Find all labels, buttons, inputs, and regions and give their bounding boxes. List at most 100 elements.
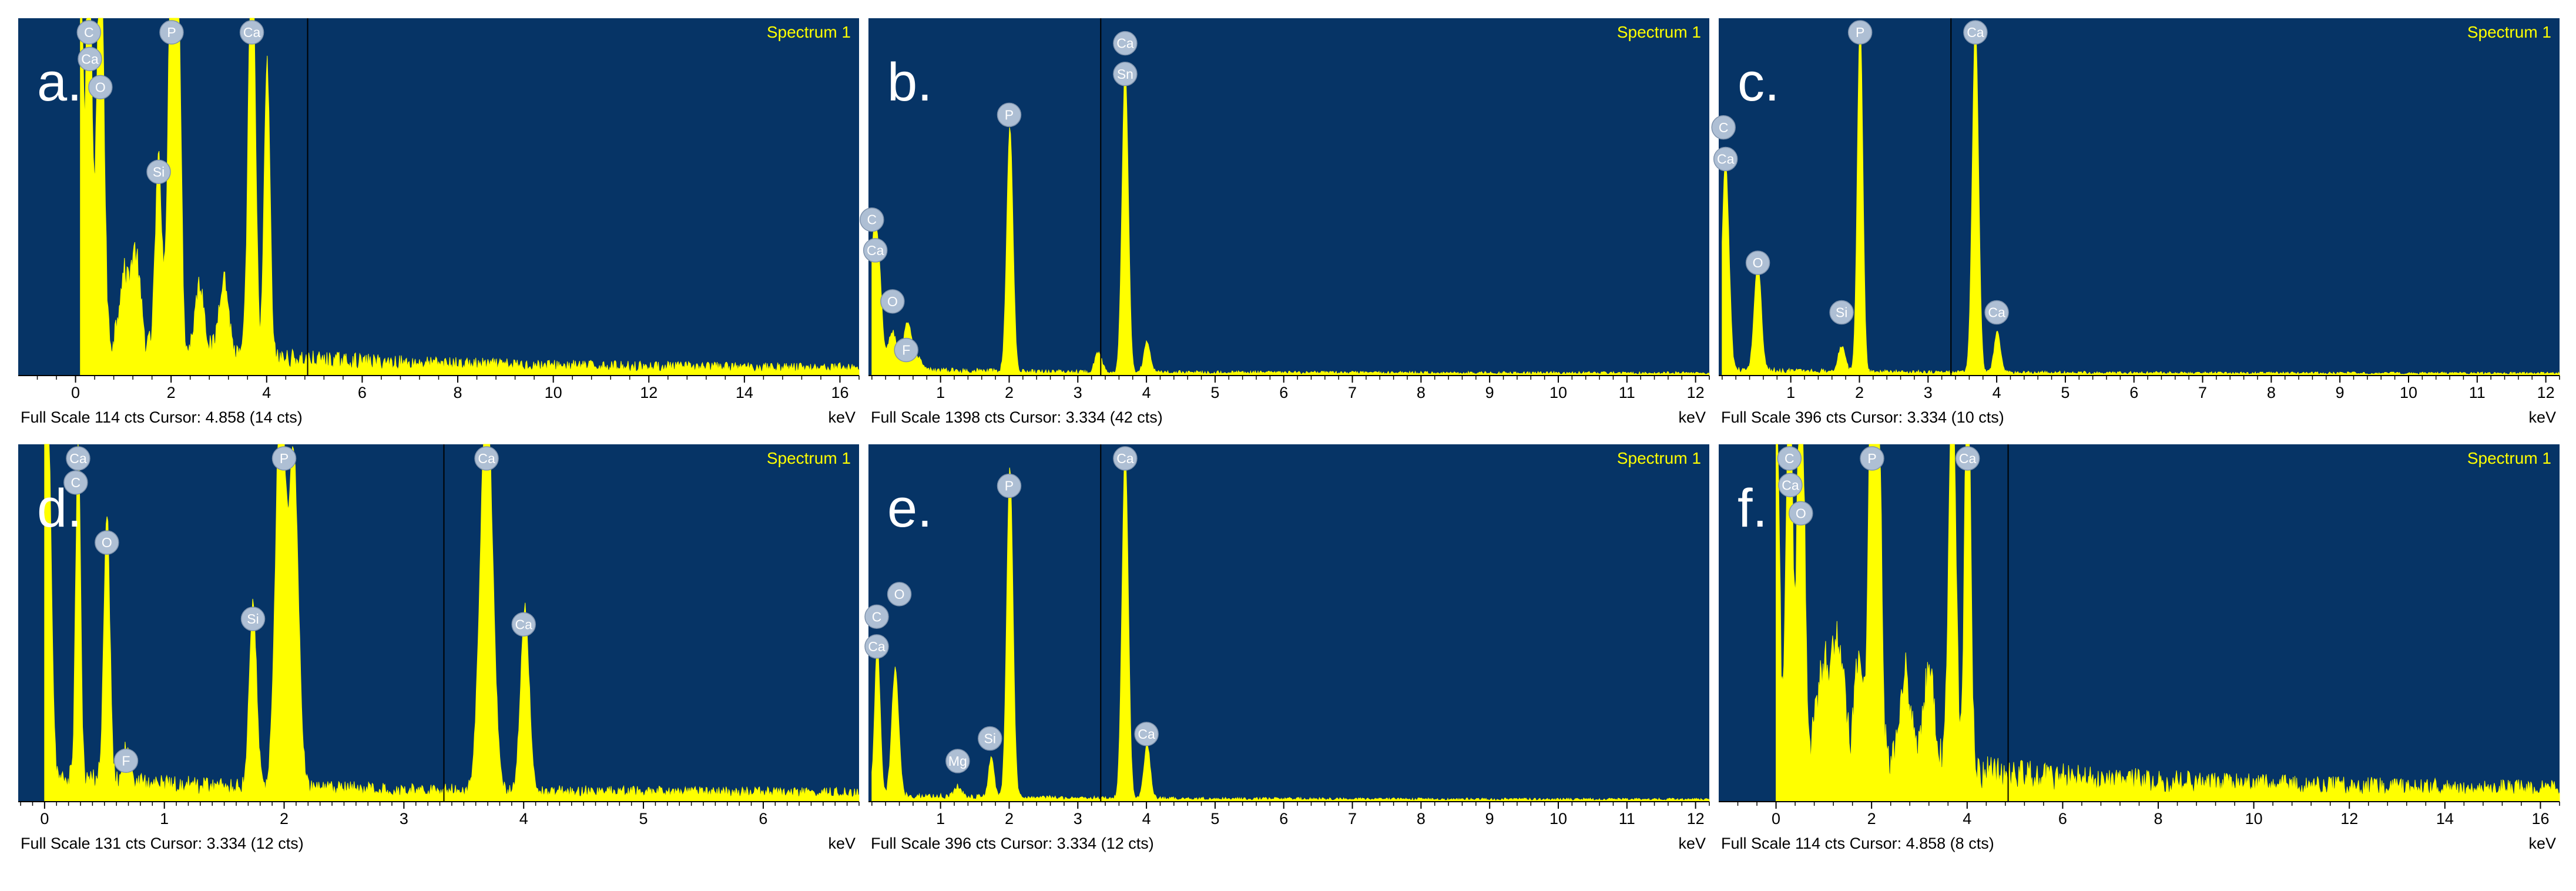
x-tick-label: 0 (1772, 810, 1780, 828)
footer-status: Full Scale 114 cts Cursor: 4.858 (8 cts) (1721, 835, 1994, 852)
x-tick-label: 4 (519, 810, 528, 828)
element-marker: Ca (863, 238, 888, 263)
panel-label: c. (1738, 52, 1780, 112)
element-marker: C (860, 207, 884, 232)
element-marker-circle (1829, 300, 1854, 325)
element-marker-label: Ca (1116, 451, 1134, 466)
element-marker-circle (511, 612, 536, 637)
element-marker-circle (78, 46, 102, 72)
element-marker-circle (1778, 473, 1803, 498)
element-marker-label: Ca (243, 25, 261, 40)
x-tick-label: 6 (759, 810, 767, 828)
x-tick-label: 12 (1687, 384, 1705, 401)
element-marker: F (113, 748, 139, 773)
element-marker-circle (978, 726, 1002, 751)
x-tick-label: 4 (1142, 384, 1151, 401)
x-tick-label: 4 (1142, 810, 1151, 828)
x-tick-label: 0 (71, 384, 80, 401)
element-marker: Si (146, 159, 171, 185)
x-tick-label: 5 (639, 810, 648, 828)
spectrum-title: Spectrum 1 (1617, 449, 1701, 467)
element-marker-label: C (84, 25, 94, 40)
element-marker-label: F (122, 753, 130, 768)
element-marker: O (887, 582, 912, 607)
element-marker-circle (1713, 146, 1738, 172)
x-tick-label: 7 (1348, 810, 1357, 828)
spectrum-area (18, 18, 860, 376)
x-tick-label: 5 (1210, 810, 1219, 828)
x-tick-label: 2 (1855, 384, 1864, 401)
element-marker-circle (864, 634, 889, 659)
x-tick-label: 6 (2129, 384, 2138, 401)
element-marker-circle (880, 289, 905, 314)
element-marker-circle (997, 473, 1022, 498)
x-tick-label: 10 (545, 384, 562, 401)
element-marker-circle (240, 607, 266, 631)
element-marker-circle (860, 207, 884, 232)
element-marker-circle (271, 446, 297, 471)
element-marker-label: O (95, 79, 106, 95)
element-marker: P (271, 446, 297, 471)
element-marker: Si (978, 726, 1002, 751)
element-marker-label: Si (1836, 305, 1847, 320)
element-marker: P (997, 473, 1022, 498)
element-marker-circle (63, 470, 88, 495)
element-marker: Ca (1713, 146, 1738, 172)
x-tick-label: 0 (40, 810, 49, 828)
plot-background (18, 444, 859, 802)
x-tick-label: 10 (1549, 810, 1567, 828)
x-tick-label: 2 (167, 384, 176, 401)
element-marker-label: C (71, 475, 81, 490)
x-tick-label: 2 (1005, 384, 1014, 401)
panel-label: f. (1738, 478, 1767, 538)
element-marker-circle (95, 530, 119, 555)
element-marker-label: P (167, 25, 176, 40)
spectrum-title: Spectrum 1 (2467, 23, 2551, 41)
element-marker: Sn (1113, 62, 1138, 86)
x-tick-label: 3 (1924, 384, 1933, 401)
x-axis-label: keV (1678, 408, 1706, 426)
element-marker-circle (239, 20, 264, 45)
element-marker: Ca (1955, 446, 1980, 471)
x-tick-label: 1 (936, 384, 945, 401)
element-marker: C (1777, 446, 1802, 471)
x-tick-label: 2 (1005, 810, 1014, 828)
x-tick-label: 16 (831, 384, 848, 401)
spectrum-area (868, 67, 1710, 376)
element-marker-label: Ca (81, 51, 99, 66)
element-marker-circle (159, 20, 184, 45)
x-tick-label: 6 (1279, 810, 1288, 828)
element-marker-label: F (902, 343, 910, 358)
axis-strip (18, 802, 859, 848)
element-marker-label: Si (153, 164, 165, 179)
x-tick-label: 5 (2061, 384, 2069, 401)
x-tick-label: 9 (1485, 384, 1494, 401)
x-tick-label: 7 (2198, 384, 2207, 401)
x-tick-label: 8 (1417, 384, 1425, 401)
element-marker-label: Ca (1988, 305, 2005, 320)
element-marker-label: Ca (478, 451, 495, 466)
element-marker: Ca (1134, 722, 1159, 746)
element-marker-label: Si (984, 731, 996, 746)
element-marker-label: P (1005, 478, 1014, 494)
element-marker-circle (88, 75, 113, 100)
x-tick-label: 3 (1074, 384, 1082, 401)
x-tick-label: 4 (1963, 810, 1971, 828)
element-marker: Ca (78, 46, 102, 72)
element-marker-circle (1847, 20, 1873, 45)
x-tick-label: 16 (2531, 810, 2549, 828)
panel-label: e. (887, 478, 933, 538)
element-marker-circle (1113, 446, 1138, 471)
element-marker-circle (1789, 501, 1813, 526)
x-tick-label: 12 (2340, 810, 2358, 828)
footer-status: Full Scale 396 cts Cursor: 3.334 (10 cts… (1721, 408, 2004, 426)
element-marker: O (880, 289, 905, 314)
element-marker: C (76, 20, 102, 45)
element-marker-circle (1134, 722, 1159, 746)
plot-background (18, 18, 859, 376)
element-marker: Mg (945, 749, 970, 773)
x-tick-label: 3 (1074, 810, 1082, 828)
